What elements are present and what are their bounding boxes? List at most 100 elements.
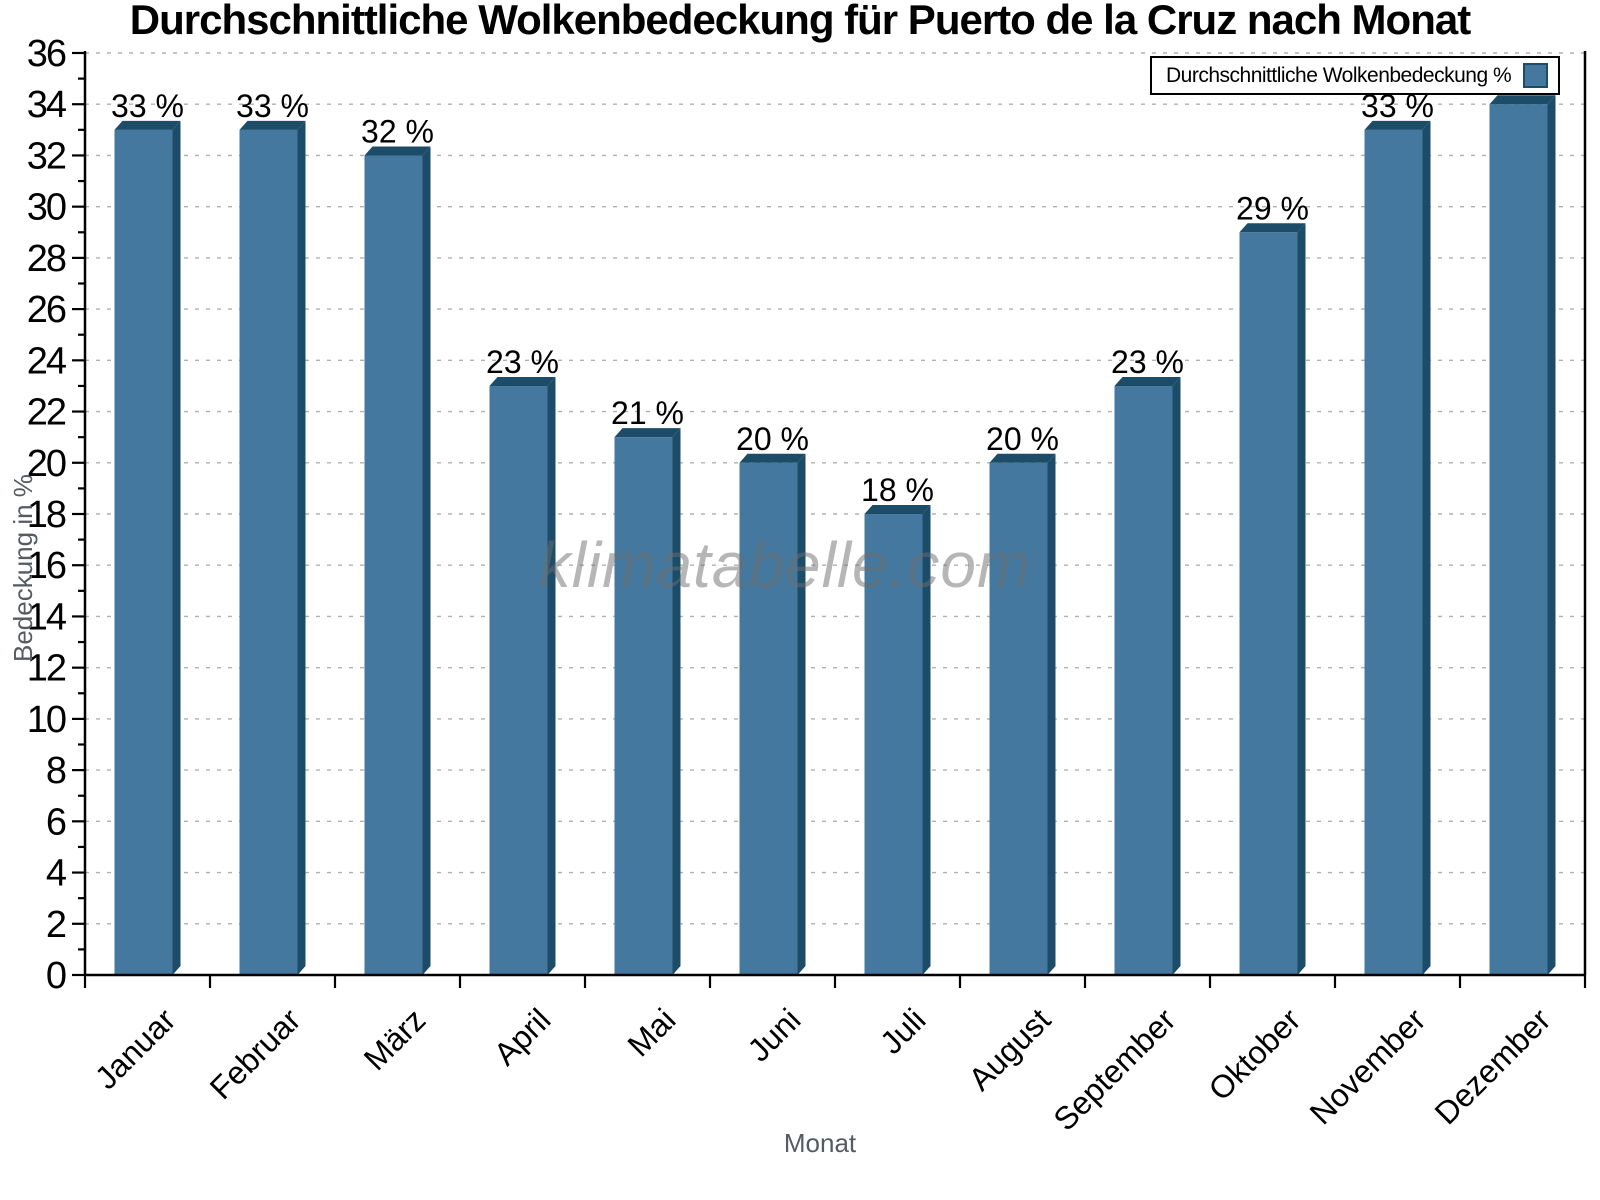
- bar-front-face: [1364, 129, 1423, 976]
- bar-top-face: [1364, 120, 1431, 130]
- bar: [489, 376, 556, 975]
- bar-top-face: [739, 453, 806, 463]
- bar-value-label: 33 %: [111, 88, 184, 124]
- bar-top-face: [239, 120, 306, 130]
- bar-right-face: [1047, 453, 1056, 975]
- y-tick-label: 12: [27, 648, 66, 690]
- bar-top-face: [614, 428, 681, 438]
- month-label: Juni: [740, 1001, 807, 1068]
- gridlines: [85, 52, 1585, 925]
- month-label: November: [1303, 1001, 1433, 1131]
- legend-label: Durchschnittliche Wolkenbedeckung %: [1166, 63, 1512, 87]
- bar: [864, 505, 931, 975]
- bar: [1239, 223, 1306, 975]
- bar-front-face: [489, 385, 548, 975]
- month-label: August: [962, 1001, 1058, 1097]
- y-tick-label: 34: [27, 84, 67, 126]
- month-label: September: [1046, 1001, 1182, 1137]
- bar-front-face: [114, 129, 173, 976]
- watermark: klimatabelle.com: [538, 529, 1032, 601]
- month-label: Januar: [88, 1001, 183, 1096]
- bar-top-face: [489, 376, 556, 386]
- bar-right-face: [297, 120, 306, 976]
- bar-value-label: 20 %: [736, 421, 809, 457]
- bars: [114, 95, 1556, 976]
- bar-value-label: 33 %: [236, 88, 309, 124]
- bar: [239, 120, 306, 976]
- bar-front-face: [989, 462, 1048, 975]
- y-tick-label: 26: [27, 289, 66, 331]
- y-tick-label: 30: [27, 187, 66, 229]
- y-tick-label: 0: [46, 955, 66, 997]
- bar-front-face: [1489, 104, 1548, 975]
- legend-swatch-icon: [1523, 63, 1549, 88]
- y-tick-label: 18: [27, 494, 66, 536]
- bar-front-face: [739, 462, 798, 975]
- bar-front-face: [1239, 232, 1298, 975]
- bar-right-face: [1297, 223, 1306, 975]
- y-tick-label: 20: [27, 443, 66, 485]
- bar: [989, 453, 1056, 975]
- x-axis-title: Monat: [783, 1128, 857, 1158]
- bar-right-face: [547, 376, 556, 975]
- legend: Durchschnittliche Wolkenbedeckung %: [1150, 56, 1561, 95]
- bar-right-face: [1172, 376, 1181, 975]
- bar-top-face: [1114, 376, 1181, 386]
- month-label: Mai: [621, 1001, 683, 1063]
- bar-value-label: 18 %: [861, 472, 934, 508]
- month-label: Dezember: [1428, 1001, 1558, 1131]
- y-tick-label: 2: [46, 904, 66, 946]
- y-tick-label: 16: [27, 545, 66, 587]
- y-tick-label: 6: [46, 801, 66, 843]
- bar: [1364, 120, 1431, 976]
- bar-top-face: [364, 146, 431, 156]
- bar-value-label: 23 %: [1111, 344, 1184, 380]
- y-tick-label: 10: [27, 699, 66, 741]
- y-tick-label: 22: [27, 392, 66, 434]
- y-tick-label: 8: [46, 750, 66, 792]
- bar-value-label: 29 %: [1236, 190, 1309, 226]
- bar-top-face: [114, 120, 181, 130]
- chart-title: Durchschnittliche Wolkenbedeckung für Pu…: [129, 0, 1471, 43]
- bar-front-face: [239, 129, 298, 976]
- bar-right-face: [422, 146, 431, 975]
- bar-front-face: [614, 437, 673, 976]
- bar-value-label: 21 %: [611, 395, 684, 431]
- bar-top-face: [1239, 223, 1306, 233]
- bar-top-face: [864, 505, 931, 514]
- bar: [1114, 376, 1181, 975]
- bar-top-face: [989, 453, 1056, 463]
- y-tick-label: 32: [27, 135, 66, 177]
- bar-front-face: [1114, 385, 1173, 975]
- month-label: Juli: [873, 1001, 932, 1060]
- bar-right-face: [672, 428, 681, 976]
- month-label: März: [357, 1001, 433, 1077]
- bar-right-face: [797, 453, 806, 975]
- bar-value-label: 32 %: [361, 113, 434, 149]
- month-label: April: [487, 1001, 558, 1072]
- bar-right-face: [922, 505, 931, 975]
- y-tick-label: 14: [27, 596, 67, 638]
- y-tick-label: 4: [46, 853, 67, 895]
- bar-value-label: 20 %: [986, 421, 1059, 457]
- bar-right-face: [1422, 120, 1431, 976]
- month-label: Februar: [203, 1001, 308, 1106]
- axes: [72, 51, 1587, 988]
- bar: [614, 428, 681, 976]
- bar-right-face: [1547, 95, 1556, 975]
- month-label: Oktober: [1202, 1001, 1308, 1107]
- bar: [114, 120, 181, 976]
- bar-value-label: 23 %: [486, 344, 559, 380]
- bar-front-face: [364, 155, 423, 975]
- y-tick-label: 36: [27, 33, 66, 75]
- bar-front-face: [864, 514, 923, 975]
- bar-right-face: [172, 120, 181, 976]
- y-tick-label: 28: [27, 238, 66, 280]
- y-tick-label: 24: [27, 340, 67, 382]
- bar: [1489, 95, 1556, 975]
- bar-top-face: [1489, 95, 1556, 105]
- bar: [739, 453, 806, 975]
- y-axis-title: Bedeckung in %: [8, 474, 38, 662]
